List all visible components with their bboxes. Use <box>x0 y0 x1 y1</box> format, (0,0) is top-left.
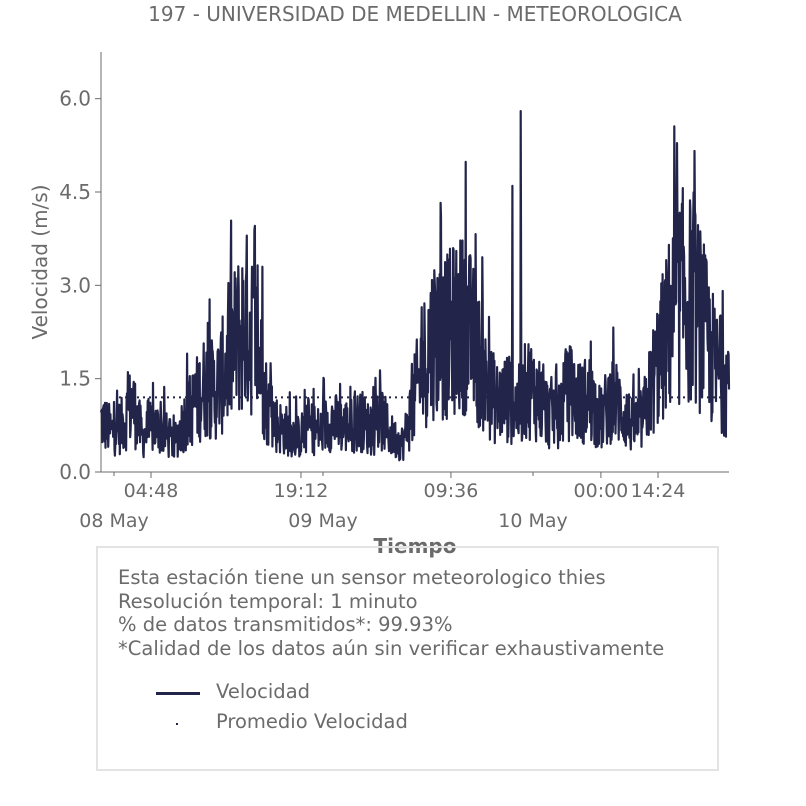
chart-title: 197 - UNIVERSIDAD DE MEDELLIN - METEOROL… <box>148 2 682 26</box>
chart: 197 - UNIVERSIDAD DE MEDELLIN - METEOROL… <box>28 2 731 558</box>
y-tick-label: 6.0 <box>59 87 91 111</box>
legend-label-velocidad: Velocidad <box>216 680 311 703</box>
info-line-resolution: Resolución temporal: 1 minuto <box>118 589 418 613</box>
info-line-transmitted: % de datos transmitidos*: 99.93% <box>118 613 453 636</box>
info-line-quality: *Calidad de los datos aún sin verificar … <box>118 636 665 660</box>
info-line-sensor: Esta estación tiene un sensor meteorolog… <box>118 566 606 589</box>
legend-label-promedio: Promedio Velocidad <box>216 710 408 733</box>
y-tick-label: 0.0 <box>59 460 91 484</box>
x-day-label: 09 May <box>288 510 358 532</box>
x-tick-label: 14:24 <box>631 480 686 502</box>
y-tick-label: 1.5 <box>59 367 91 391</box>
y-axis-label: Velocidad (m/s) <box>28 184 52 339</box>
x-tick-label: 04:48 <box>124 480 179 502</box>
x-day-label: 08 May <box>79 510 149 532</box>
series-velocidad-line <box>99 110 731 462</box>
x-tick-label: 19:12 <box>274 480 329 502</box>
info-text: Esta estación tiene un sensor meteorolog… <box>118 566 664 660</box>
x-day-label: 10 May <box>498 510 568 532</box>
series-layer <box>99 110 731 462</box>
y-tick-label: 4.5 <box>59 180 91 204</box>
axes: 0.0 1.5 3.0 4.5 6.0 04:48 19:12 09:36 00:00 14:24… <box>59 52 729 532</box>
legend-line-swatch <box>156 692 200 695</box>
x-tick-label: 00:00 <box>574 480 629 502</box>
legend-dot-swatch <box>176 723 178 725</box>
info-box: Esta estación tiene un sensor meteorolog… <box>96 546 719 771</box>
x-tick-label: 09:36 <box>424 480 479 502</box>
y-tick-label: 3.0 <box>59 273 91 297</box>
